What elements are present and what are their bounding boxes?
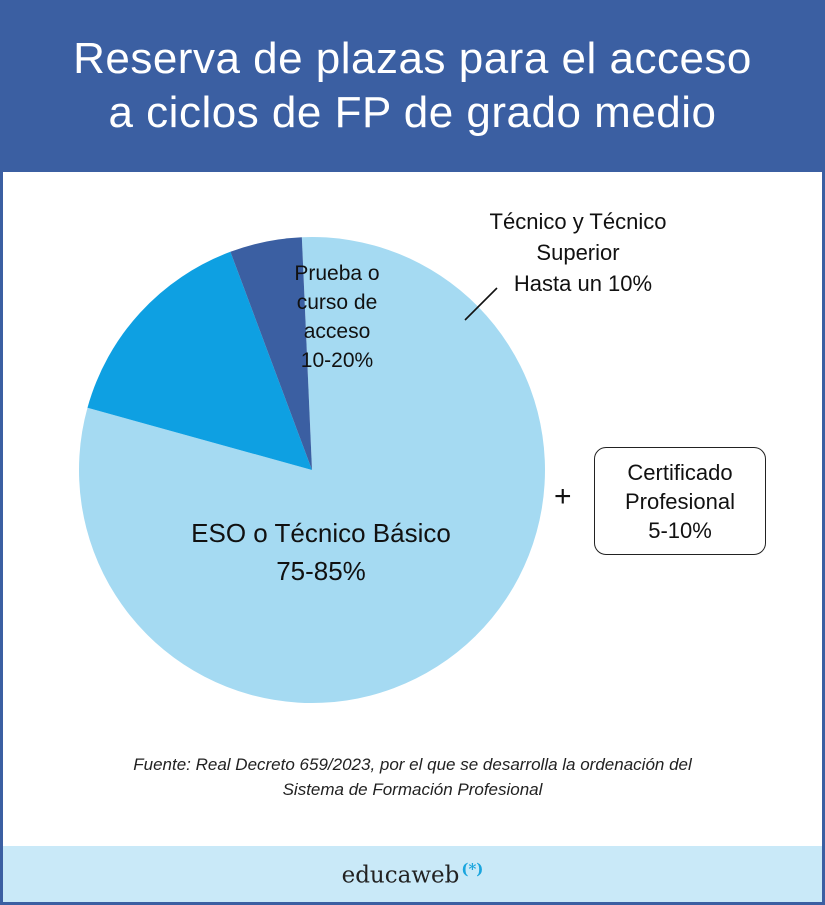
pie-slice-prueba (87, 251, 312, 470)
footer-bar: educaweb (*) (3, 846, 822, 902)
title-line-1: Reserva de plazas para el acceso (73, 34, 752, 83)
header-banner: Reserva de plazas para el acceso a ciclo… (3, 0, 822, 172)
source-note: Fuente: Real Decreto 659/2023, por el qu… (3, 752, 822, 802)
eso-label: ESO o Técnico Básico (191, 518, 451, 548)
certificado-value: 5-10% (648, 517, 712, 543)
brand-name: educaweb (341, 862, 460, 889)
tecnico-label-line-1: Técnico y Técnico (490, 209, 667, 234)
certificado-box: Certificado Profesional 5-10% (594, 447, 766, 555)
pie-slice-eso (78, 236, 545, 703)
tecnico-label-line-2: Superior (536, 240, 619, 265)
eso-value: 75-85% (276, 556, 366, 586)
title-line-2: a ciclos de FP de grado medio (108, 88, 717, 137)
certificado-line-2: Profesional (624, 488, 736, 514)
source-line-1: Fuente: Real Decreto 659/2023, por el qu… (133, 755, 692, 774)
plus-sign: + (554, 480, 572, 513)
educaweb-logo[interactable]: educaweb (*) (342, 860, 484, 889)
prueba-label-line-2: curso de (297, 291, 378, 314)
tecnico-value: Hasta un 10% (514, 271, 652, 296)
source-line-2: Sistema de Formación Profesional (282, 780, 543, 799)
prueba-value: 10-20% (301, 349, 373, 372)
certificado-line-1: Certificado (627, 459, 733, 485)
pie-chart: ESO o Técnico Básico 75-85% Prueba o cur… (78, 209, 667, 703)
asterisk-icon: (*) (461, 859, 484, 878)
pie-slice-tecnico (230, 237, 312, 470)
prueba-label-line-3: acceso (304, 320, 371, 343)
tecnico-leader-line (464, 287, 498, 321)
prueba-label-line-1: Prueba o (294, 262, 379, 285)
